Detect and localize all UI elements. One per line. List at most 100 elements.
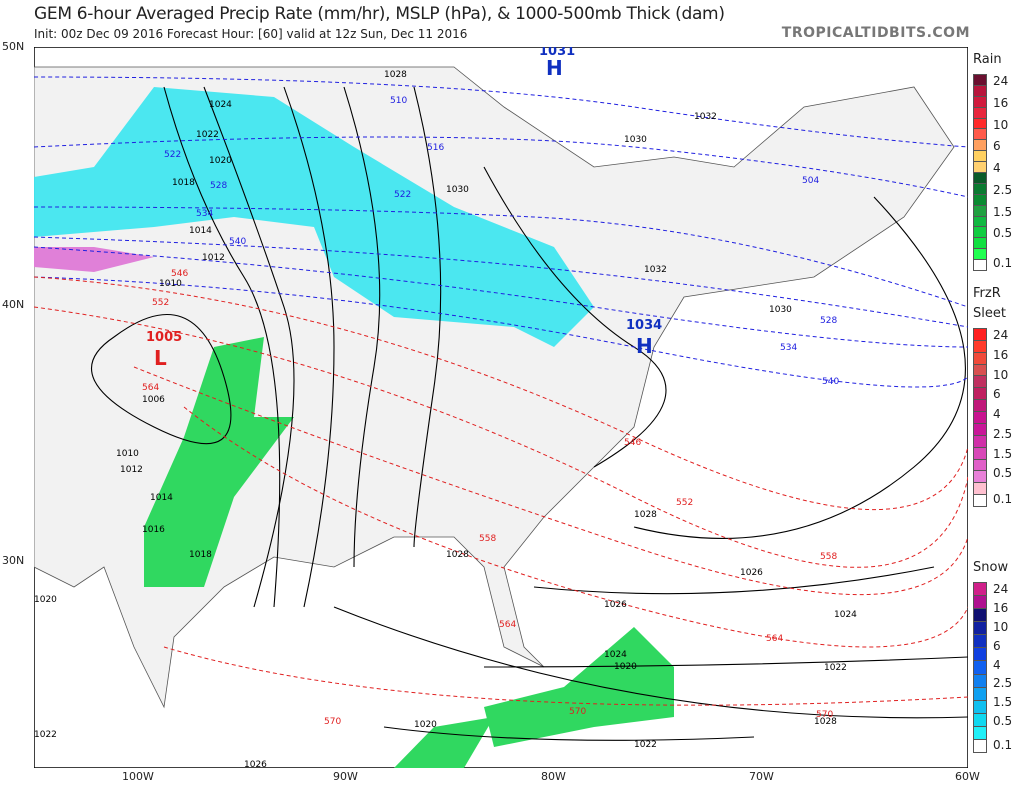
contour-label: 534 [196,209,213,219]
contour-label: 1028 [384,70,407,80]
contour-label: 1012 [120,465,143,475]
thickness-cold [34,76,968,388]
pressure-centers: 1031 H 1034 H 1005 L [146,47,662,370]
contour-label: 1022 [34,730,57,740]
legend-label: 4 [993,407,1001,422]
legend-title: FrzR [973,286,1001,301]
legend-label: 10 [993,367,1009,382]
contour-label: 1020 [614,662,637,672]
legend-title: Rain [973,52,1002,67]
contour-label: 1022 [634,740,657,750]
legend-label: 1.5 [993,695,1013,710]
legend-label: 16 [993,347,1009,362]
contour-label: 1032 [694,112,717,122]
contour-label: 516 [427,143,444,153]
contour-label: 564 [499,620,516,630]
contour-label: 1026 [604,600,627,610]
legend-label: 24 [993,582,1009,596]
contour-label: 540 [822,377,839,387]
legend-swatch [973,595,987,610]
legend-swatch [973,686,987,701]
high-marker: H [546,56,563,80]
thickness-cold-labels: 510 516 522 522 528 534 540 528 534 540 504 [164,96,839,387]
high-value: 1034 [626,318,662,333]
contour-label: 1012 [202,253,225,263]
legend-label: 0.5 [993,226,1013,241]
contour-label: 1028 [634,510,657,520]
contour-label: 1024 [604,650,627,660]
contour-label: 1030 [624,135,647,145]
mixed-area [34,247,154,272]
legend-swatch [973,582,987,597]
contour-label: 1024 [209,100,232,110]
land [34,66,955,709]
contour-label: 1020 [34,595,57,605]
legend-label: 24 [993,328,1009,342]
legend-label: 16 [993,95,1009,110]
contour-label: 1014 [189,226,212,236]
legend-label: 1.5 [993,446,1013,461]
legend-title: Sleet [973,306,1006,321]
rain-areas [34,87,674,768]
contour-label: 546 [171,269,188,279]
contour-label: 1010 [116,449,139,459]
thickness-warm-labels: 546 552 564 546 552 558 558 564 564 570 570 570 [142,269,837,727]
legend-label: 0.1 [993,492,1013,506]
legend-swatch [973,673,987,688]
legend-label: 0.5 [993,714,1013,729]
high-value: 1031 [539,47,575,59]
rain-area [144,337,294,587]
contour-label: 1010 [159,279,182,289]
legend-label: 2.5 [993,676,1013,691]
lon-label: 100W [122,770,154,783]
contour-label: 504 [802,176,819,186]
contour-label: 552 [152,298,169,308]
contour-label: 1020 [414,720,437,730]
contour-label: 552 [676,498,693,508]
contour-label: 1028 [814,717,837,727]
legend-label: 4 [993,657,1001,672]
low-value: 1005 [146,330,182,345]
contour-label: 1018 [189,550,212,560]
contour-label: 1014 [150,493,173,503]
contour-label: 1030 [446,185,469,195]
contour-label: 1026 [740,568,763,578]
contour-label: 1022 [196,130,219,140]
contour-label: 570 [324,717,341,727]
low-marker: L [154,346,167,370]
legend-label: 10 [993,619,1009,634]
lat-label: 30N [2,554,25,567]
lon-label: 80W [541,770,566,783]
legend-swatch [973,494,987,507]
contour-label: 534 [780,343,797,353]
contour-label: 522 [164,150,181,160]
contour-label: 1006 [142,395,165,405]
contour-label: 1026 [244,760,267,768]
legend-swatch [973,699,987,714]
map-title: GEM 6-hour Averaged Precip Rate (mm/hr),… [34,4,725,24]
legend-label: 6 [993,638,1001,653]
contour-label: 540 [229,237,246,247]
legend-label: 0.5 [993,466,1013,481]
lon-label: 90W [333,770,358,783]
contour-label: 1030 [769,305,792,315]
legend-label: 6 [993,139,1001,154]
contour-label: 558 [820,552,837,562]
contour-label: 528 [820,316,837,326]
contour-label: 546 [624,438,641,448]
legend-swatch [973,660,987,675]
isobar-labels: 1028 1024 1022 1020 1018 1014 1012 1010 1006 1010… [34,70,857,768]
legend-label: 24 [993,74,1009,88]
thickness-warm [34,276,968,706]
legend-label: 16 [993,600,1009,615]
rain-area [484,627,674,747]
legend-swatch [973,621,987,636]
legend-label: 1.5 [993,204,1013,219]
weather-map: 1031 H 1034 H 1005 L 1028 1024 1022 1020 101… [34,47,968,768]
legend-swatch [973,725,987,740]
legend-label: 0.1 [993,256,1013,270]
high-marker: H [636,334,653,358]
contour-label: 510 [390,96,407,106]
map-subtitle: Init: 00z Dec 09 2016 Forecast Hour: [60… [34,27,468,41]
legend-label: 6 [993,387,1001,402]
